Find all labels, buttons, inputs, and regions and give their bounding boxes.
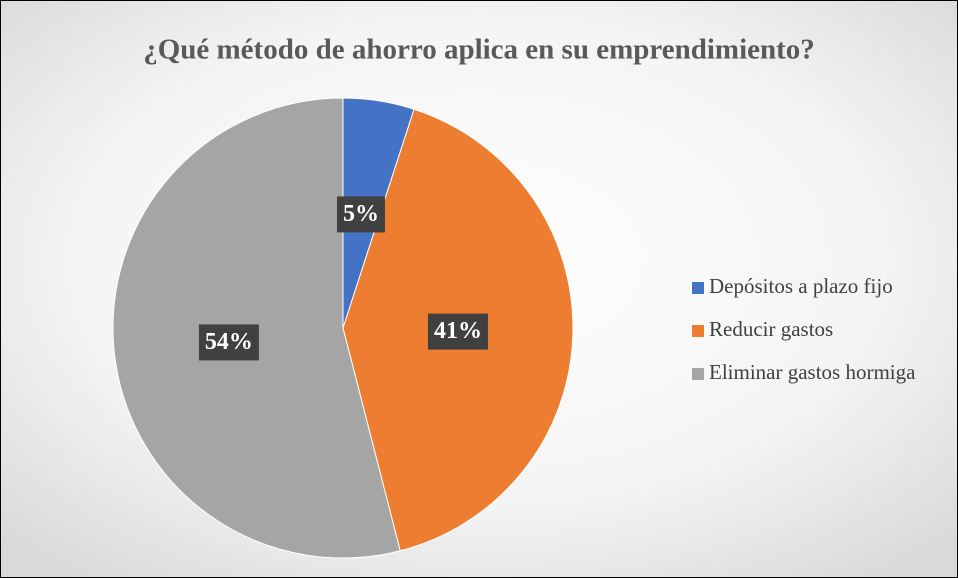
data-label: 5% <box>336 196 385 233</box>
data-label-box <box>427 313 488 350</box>
legend-label: Reducir gastos <box>709 317 833 341</box>
legend-label: Depósitos a plazo fijo <box>709 274 893 298</box>
data-label-box <box>336 196 385 233</box>
data-label: 54% <box>198 324 259 361</box>
legend-label: Eliminar gastos hormiga <box>709 360 916 384</box>
data-label: 41% <box>427 313 488 350</box>
data-label-text: 5% <box>343 201 379 227</box>
chart-title: ¿Qué método de ahorro aplica en su empre… <box>143 34 815 66</box>
legend-swatch <box>692 325 704 337</box>
data-label-text: 54% <box>205 329 253 355</box>
legend-swatch <box>692 368 704 380</box>
legend-swatch <box>692 282 704 294</box>
data-label-text: 41% <box>434 318 482 344</box>
data-label-box <box>198 324 259 361</box>
